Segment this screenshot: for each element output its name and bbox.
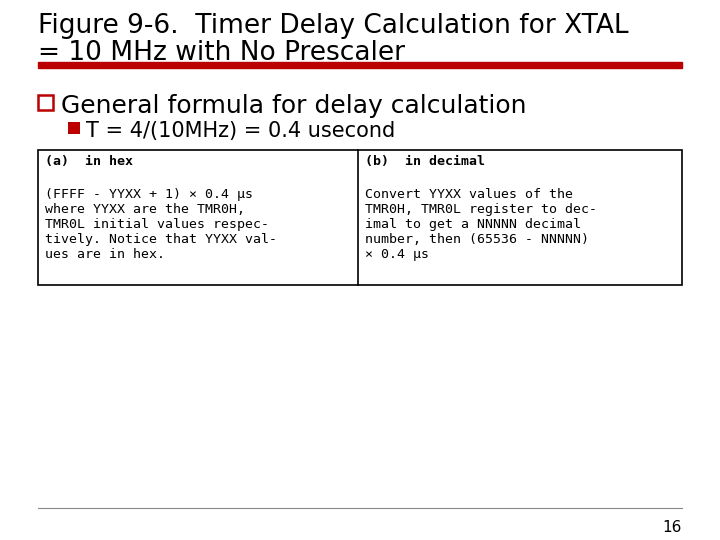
Text: × 0.4 μs: × 0.4 μs xyxy=(365,248,429,261)
Bar xyxy=(38,150,682,285)
Text: (b)  in decimal: (b) in decimal xyxy=(365,155,485,168)
Text: TMR0H, TMR0L register to dec-: TMR0H, TMR0L register to dec- xyxy=(365,203,597,216)
Bar xyxy=(68,122,80,134)
Text: TMR0L initial values respec-: TMR0L initial values respec- xyxy=(45,218,269,231)
Text: Convert YYXX values of the: Convert YYXX values of the xyxy=(365,188,573,201)
Text: 16: 16 xyxy=(662,520,682,535)
Text: (a)  in hex: (a) in hex xyxy=(45,155,133,168)
Bar xyxy=(38,62,682,68)
Text: = 10 MHz with No Prescaler: = 10 MHz with No Prescaler xyxy=(38,40,405,66)
Bar xyxy=(38,95,53,110)
Text: General formula for delay calculation: General formula for delay calculation xyxy=(61,94,526,118)
Text: Figure 9-6.  Timer Delay Calculation for XTAL: Figure 9-6. Timer Delay Calculation for … xyxy=(38,13,629,39)
Text: T = 4/(10MHz) = 0.4 usecond: T = 4/(10MHz) = 0.4 usecond xyxy=(86,121,395,141)
Text: tively. Notice that YYXX val-: tively. Notice that YYXX val- xyxy=(45,233,277,246)
Text: where YYXX are the TMR0H,: where YYXX are the TMR0H, xyxy=(45,203,245,216)
Text: ues are in hex.: ues are in hex. xyxy=(45,248,165,261)
Text: imal to get a NNNNN decimal: imal to get a NNNNN decimal xyxy=(365,218,581,231)
Text: number, then (65536 - NNNNN): number, then (65536 - NNNNN) xyxy=(365,233,589,246)
Text: (FFFF - YYXX + 1) × 0.4 μs: (FFFF - YYXX + 1) × 0.4 μs xyxy=(45,188,253,201)
